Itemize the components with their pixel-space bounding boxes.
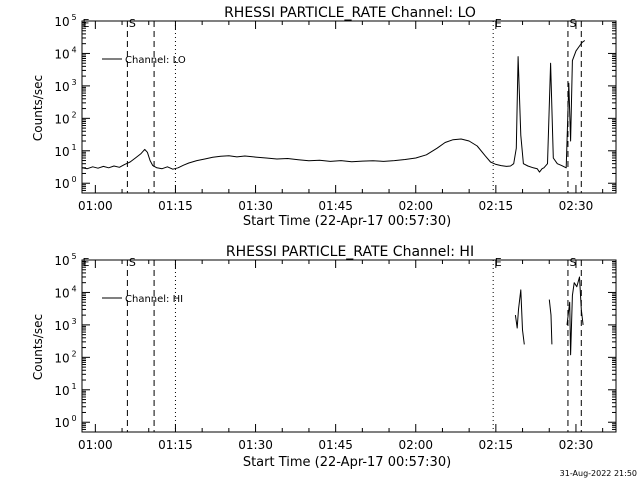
panel-1-ytick-label: 10 2 [54, 349, 76, 365]
panel-0-ytick-label: 10 3 [54, 78, 76, 94]
panel-0-ytick-label: 10 0 [54, 175, 76, 191]
panel-0-ytick-base: 10 [54, 145, 69, 159]
panel-0-ytick-exp: 3 [71, 78, 76, 87]
panel-0-marker-label: E [495, 17, 502, 30]
panel-1-marker-label: E [495, 256, 502, 269]
panel-0-marker-label: E [83, 17, 90, 30]
panel-1-ytick-label: 10 0 [54, 414, 76, 430]
panel-1-xtick-label: 02:15 [479, 438, 514, 452]
panel-lo-xlabel: Start Time (22-Apr-17 00:57:30) [243, 214, 451, 229]
panel-1-ytick-exp: 2 [71, 349, 76, 358]
panel-1-ytick-base: 10 [54, 319, 69, 333]
panel-1-marker-label: E [83, 256, 90, 269]
panel-0-ytick-exp: 0 [71, 175, 76, 184]
panel-0-ytick-exp: 1 [71, 143, 76, 152]
panel-0-ytick-base: 10 [54, 177, 69, 191]
panel-1-xtick-label: 01:30 [238, 438, 273, 452]
panel-1-xtick-label: 01:00 [78, 438, 113, 452]
panel-lo: RHESSI PARTICLE_RATE Channel: LO Start T… [31, 5, 617, 229]
panel-1-ytick-exp: 1 [71, 382, 76, 391]
panel-0-ytick-label: 10 1 [54, 143, 76, 159]
panel-0-xtick-label: 02:15 [479, 199, 514, 213]
panel-1-axes-frame [81, 259, 617, 433]
panel-0-ytick-base: 10 [54, 47, 69, 61]
panel-0-ytick-label: 10 5 [54, 13, 76, 29]
panel-0-ytick-base: 10 [54, 15, 69, 29]
panel-hi-xlabel: Start Time (22-Apr-17 00:57:30) [243, 455, 451, 470]
panel-hi-title: RHESSI PARTICLE_RATE Channel: HI [226, 244, 474, 260]
panel-1-marker-label: S [569, 256, 576, 269]
panel-1-ytick-label: 10 4 [54, 284, 76, 300]
panel-1-ytick-base: 10 [54, 384, 69, 398]
panel-1-xtick-label: 01:45 [318, 438, 353, 452]
panel-0-ytick-exp: 5 [71, 13, 76, 22]
panel-0-marker-label: S [569, 17, 576, 30]
panel-0-xtick-label: 01:15 [158, 199, 193, 213]
panel-0-ytick-label: 10 2 [54, 110, 76, 126]
panel-lo-title: RHESSI PARTICLE_RATE Channel: LO [224, 5, 476, 21]
panel-1-ytick-exp: 4 [71, 284, 76, 293]
panel-1-ytick-exp: 0 [71, 414, 76, 423]
panel-1-ytick-base: 10 [54, 254, 69, 268]
panel-0-ytick-exp: 2 [71, 110, 76, 119]
panel-1-ytick-base: 10 [54, 416, 69, 430]
panel-0-marker-label: S [129, 17, 136, 30]
panel-hi-ylabel: Counts/sec [31, 314, 45, 380]
panel-0-xtick-label: 02:30 [559, 199, 594, 213]
panel-1-series-line [548, 299, 553, 345]
panel-1-ytick-exp: 5 [71, 252, 76, 261]
panel-0-ytick-base: 10 [54, 112, 69, 126]
panel-1-legend-label: Channel: HI [125, 294, 183, 305]
panel-1-series-line [566, 276, 584, 356]
panel-1-marker-label: S [129, 256, 136, 269]
panel-1-ytick-label: 10 1 [54, 382, 76, 398]
panel-0-ytick-label: 10 4 [54, 45, 76, 61]
panel-1-ytick-base: 10 [54, 351, 69, 365]
panel-1-xtick-label: 02:00 [398, 438, 433, 452]
panel-hi: RHESSI PARTICLE_RATE Channel: HI Start T… [31, 244, 617, 470]
panel-1-xtick-label: 01:15 [158, 438, 193, 452]
panel-1-xtick-label: 02:30 [559, 438, 594, 452]
panel-0-xtick-label: 01:45 [318, 199, 353, 213]
panel-0-xtick-label: 01:30 [238, 199, 273, 213]
panel-1-ytick-exp: 3 [71, 317, 76, 326]
footer-timestamp: 31-Aug-2022 21:50 [560, 469, 637, 478]
panel-0-axes-frame [81, 20, 617, 194]
panel-0-ytick-exp: 4 [71, 45, 76, 54]
panel-1-ytick-label: 10 5 [54, 252, 76, 268]
panel-0-ytick-base: 10 [54, 80, 69, 94]
panel-1-ytick-label: 10 3 [54, 317, 76, 333]
panel-0-xtick-label: 02:00 [398, 199, 433, 213]
panel-1-ytick-base: 10 [54, 286, 69, 300]
panel-0-series-line [81, 40, 586, 173]
panel-0-legend-label: Channel: LO [125, 55, 186, 66]
panel-0-xtick-label: 01:00 [78, 199, 113, 213]
panel-1-series-line [514, 289, 525, 345]
panel-lo-ylabel: Counts/sec [31, 75, 45, 141]
